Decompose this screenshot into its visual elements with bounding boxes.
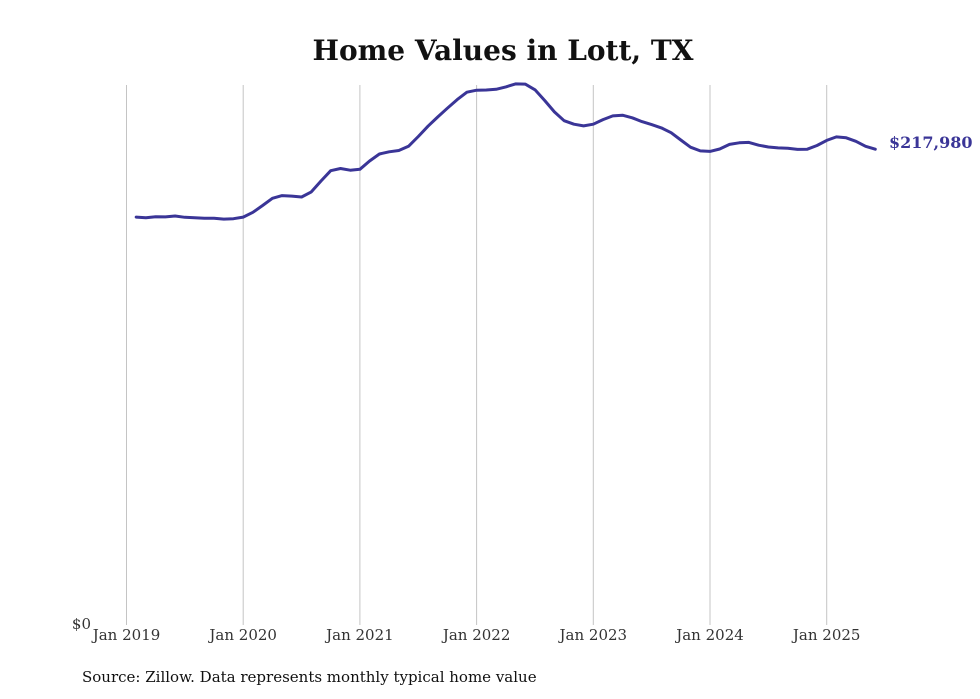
x-tick-label-2: Jan 2021 [324, 626, 394, 644]
end-value-label: $217,980 [889, 133, 973, 152]
source-note: Source: Zillow. Data represents monthly … [82, 668, 537, 686]
gridlines [126, 85, 828, 625]
x-tick-label-4: Jan 2023 [558, 626, 628, 644]
x-tick-label-5: Jan 2024 [674, 626, 744, 644]
x-tick-label-0: Jan 2019 [91, 626, 161, 644]
x-tick-label-6: Jan 2025 [791, 626, 861, 644]
series-line [134, 82, 877, 221]
chart-title: Home Values in Lott, TX [313, 34, 694, 67]
series-layer [134, 82, 877, 221]
y-tick-label-0: $0 [72, 615, 91, 633]
x-tick-label-1: Jan 2020 [207, 626, 277, 644]
x-tick-label-3: Jan 2022 [441, 626, 511, 644]
x-axis-ticks: Jan 2019 Jan 2020 Jan 2021 Jan 2022 Jan 2023… [91, 626, 861, 644]
